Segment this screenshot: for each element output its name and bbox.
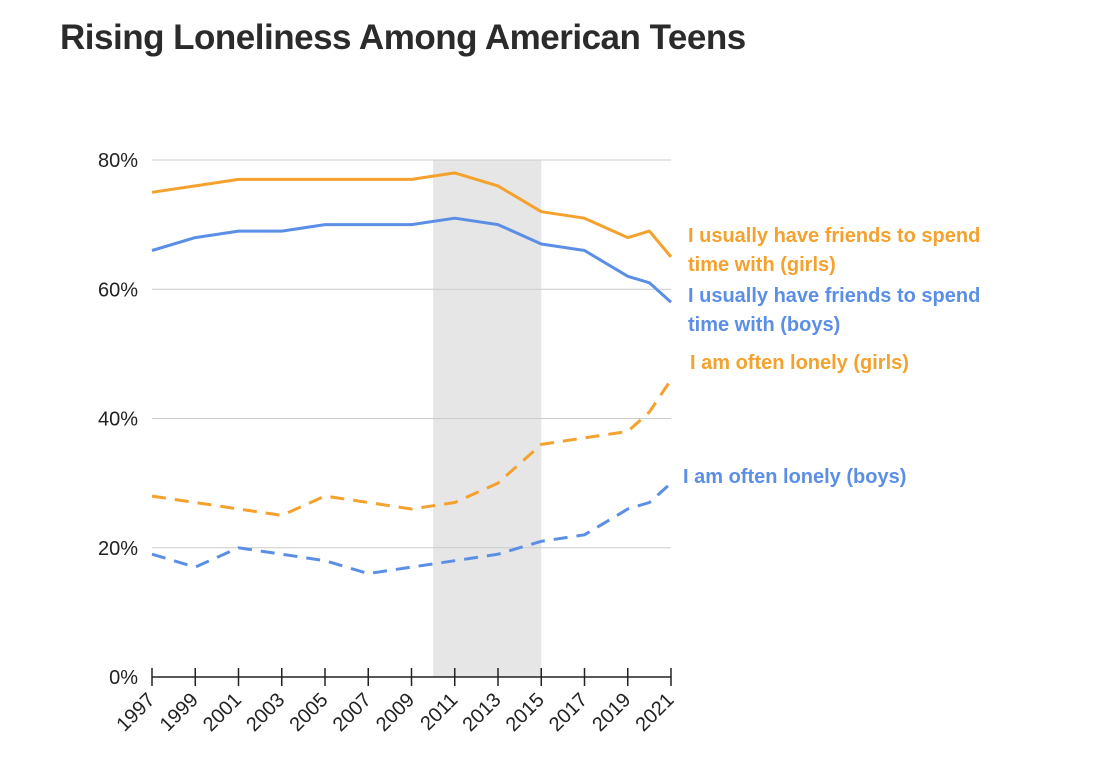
y-tick-label: 0% bbox=[109, 667, 138, 689]
series-label-line: I usually have friends to spend bbox=[688, 285, 980, 307]
x-tick-label: 2003 bbox=[242, 689, 289, 736]
x-tick-label: 2005 bbox=[286, 689, 333, 736]
series-line-2 bbox=[151, 378, 673, 517]
series-label-line: time with (girls) bbox=[688, 254, 836, 276]
x-tick-label-layer: 1997199920012003200520072009201120132015… bbox=[113, 689, 679, 736]
y-tick-label: 40% bbox=[98, 409, 138, 431]
x-tick-label: 2001 bbox=[199, 689, 246, 736]
series-label-layer: I usually have friends to spend time with… bbox=[683, 225, 980, 488]
series-label-1: I usually have friends to spend time with… bbox=[688, 285, 980, 336]
x-tick-label: 1999 bbox=[156, 689, 203, 736]
series-label-line: I usually have friends to spend bbox=[688, 225, 980, 247]
series-line-3 bbox=[151, 481, 673, 576]
x-tick-label: 2011 bbox=[416, 689, 462, 735]
series-line-layer bbox=[151, 171, 673, 576]
series-label-0: I usually have friends to spend time with… bbox=[688, 225, 980, 276]
series-label-2: I am often lonely (girls) bbox=[690, 352, 909, 374]
x-tick-label: 2007 bbox=[329, 689, 376, 736]
y-tick-label: 80% bbox=[98, 150, 138, 172]
x-tick-label: 1997 bbox=[113, 689, 160, 736]
y-tick-label: 60% bbox=[98, 279, 138, 301]
series-label-line: I am often lonely (boys) bbox=[683, 466, 906, 488]
y-tick-label-layer: 0% 20% 40% 60% 80% bbox=[98, 150, 138, 689]
series-line-0 bbox=[151, 171, 673, 258]
x-tick-label: 2009 bbox=[372, 689, 419, 736]
x-tick-label: 2017 bbox=[545, 689, 592, 736]
x-tick-label: 2019 bbox=[588, 689, 635, 736]
series-line-1 bbox=[151, 216, 673, 304]
x-axis-layer bbox=[151, 668, 672, 686]
series-label-line: time with (boys) bbox=[688, 314, 840, 336]
gridline-layer bbox=[152, 159, 671, 549]
x-tick-label: 2021 bbox=[632, 689, 679, 736]
y-tick-label: 20% bbox=[98, 538, 138, 560]
series-label-3: I am often lonely (boys) bbox=[683, 466, 906, 488]
series-label-line: I am often lonely (girls) bbox=[690, 352, 909, 374]
x-tick-label: 2015 bbox=[502, 689, 549, 736]
x-tick-label: 2013 bbox=[459, 689, 506, 736]
chart-title: Rising Loneliness Among American Teens bbox=[60, 18, 746, 57]
